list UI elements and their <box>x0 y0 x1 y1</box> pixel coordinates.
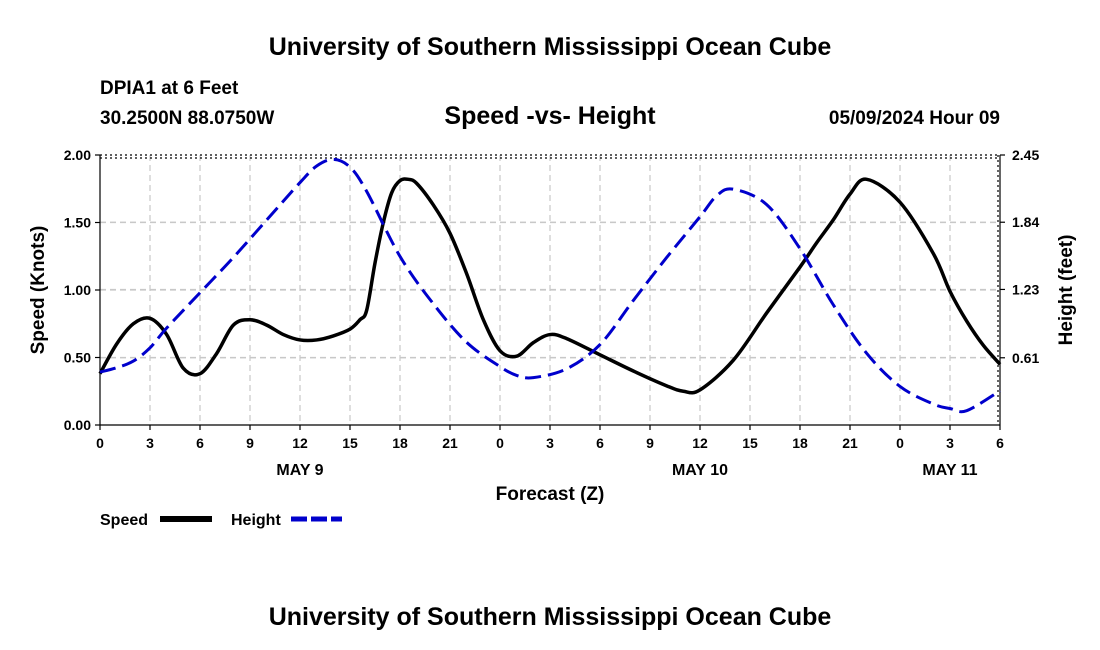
y-ticks: 0.00 0.50 1.00 1.50 2.00 <box>64 147 100 433</box>
x-tick-label: 0 <box>896 435 904 451</box>
series <box>98 157 1002 414</box>
legend-label-height: Height <box>231 512 281 529</box>
x-tick-label: 18 <box>792 435 808 451</box>
chart-title: Speed -vs- Height <box>444 102 656 130</box>
x-tick-label: 3 <box>546 435 554 451</box>
y-tick-label: 0.00 <box>64 417 91 433</box>
x-tick-label: 3 <box>946 435 954 451</box>
y2-tick-label: 1.84 <box>1012 214 1039 230</box>
x-tick-label: 3 <box>146 435 154 451</box>
series-line-height <box>99 157 1001 414</box>
x-tick-label: 15 <box>342 435 358 451</box>
y2-tick-label: 0.61 <box>1012 350 1039 366</box>
x-tick-label: 12 <box>692 435 708 451</box>
x-tick-label: 6 <box>596 435 604 451</box>
date-labels: MAY 9 MAY 10 MAY 11 <box>276 462 977 479</box>
y-axis-label: Speed (Knots) <box>28 226 49 355</box>
grid <box>100 155 1000 425</box>
y-tick-label: 1.50 <box>64 215 91 231</box>
y-tick-label: 2.00 <box>64 147 91 163</box>
reference-lines <box>100 154 1000 425</box>
x-tick-label: 21 <box>442 435 458 451</box>
station-label: DPIA1 at 6 Feet <box>100 78 239 99</box>
timestamp-label: 05/09/2024 Hour 09 <box>829 108 1000 129</box>
date-label: MAY 11 <box>922 462 977 479</box>
y2-ticks: 0.61 1.23 1.84 2.45 <box>1000 147 1039 366</box>
legend-label-speed: Speed <box>100 512 148 529</box>
x-tick-label: 6 <box>996 435 1004 451</box>
date-label: MAY 9 <box>276 462 323 479</box>
x-tick-label: 0 <box>96 435 104 451</box>
x-tick-label: 9 <box>646 435 654 451</box>
y2-axis-label: Height (feet) <box>1056 235 1077 346</box>
x-ticks: 0 3 6 9 12 15 18 21 0 3 6 9 12 15 18 21 0 3 6 <box>96 425 1004 451</box>
series-line-speed <box>98 177 1002 395</box>
x-tick-label: 0 <box>496 435 504 451</box>
y-tick-label: 0.50 <box>64 350 91 366</box>
y-tick-label: 1.00 <box>64 282 91 298</box>
page-title: University of Southern Mississippi Ocean… <box>269 33 832 61</box>
date-label: MAY 10 <box>672 462 728 479</box>
coordinates-label: 30.2500N 88.0750W <box>100 108 274 129</box>
y2-tick-label: 1.23 <box>1012 281 1039 297</box>
footer-title: University of Southern Mississippi Ocean… <box>269 603 832 631</box>
x-axis-label: Forecast (Z) <box>496 484 605 505</box>
x-tick-label: 18 <box>392 435 408 451</box>
y2-tick-label: 2.45 <box>1012 147 1039 163</box>
x-tick-label: 15 <box>742 435 758 451</box>
x-tick-label: 6 <box>196 435 204 451</box>
legend: Speed Height <box>100 512 342 529</box>
x-tick-label: 12 <box>292 435 308 451</box>
x-tick-label: 21 <box>842 435 858 451</box>
x-tick-label: 9 <box>246 435 254 451</box>
